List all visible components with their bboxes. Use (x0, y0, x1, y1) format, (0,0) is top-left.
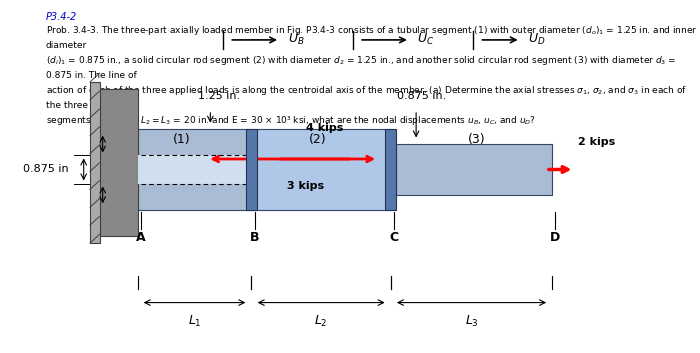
FancyBboxPatch shape (391, 144, 552, 195)
Text: (3): (3) (468, 133, 485, 146)
Text: 0.875 in.: 0.875 in. (397, 91, 447, 101)
FancyBboxPatch shape (251, 129, 391, 210)
Text: 4 kips: 4 kips (306, 123, 343, 133)
FancyBboxPatch shape (90, 82, 99, 243)
FancyBboxPatch shape (385, 129, 396, 210)
Text: $L_1$: $L_1$ (188, 314, 202, 329)
Text: D: D (550, 231, 561, 244)
Text: $L_2$: $L_2$ (314, 314, 328, 329)
Text: 1.25 in.: 1.25 in. (197, 91, 240, 101)
Text: 3 kips: 3 kips (287, 181, 324, 191)
FancyBboxPatch shape (99, 89, 137, 236)
Text: $U_D$: $U_D$ (528, 32, 546, 47)
Text: (2): (2) (309, 133, 327, 146)
Text: C: C (389, 231, 398, 244)
Text: P3.4-2: P3.4-2 (46, 12, 77, 22)
Text: B: B (250, 231, 260, 244)
FancyBboxPatch shape (246, 129, 257, 210)
FancyBboxPatch shape (137, 155, 251, 184)
Text: A: A (136, 231, 146, 244)
Text: (1): (1) (173, 133, 190, 146)
Text: Prob. 3.4-3. The three-part axially loaded member in Fig. P3.4-3 consists of a t: Prob. 3.4-3. The three-part axially load… (46, 24, 697, 127)
Text: $U_C$: $U_C$ (417, 32, 435, 47)
Text: $U_B$: $U_B$ (288, 32, 304, 47)
Text: 2 kips: 2 kips (578, 137, 615, 147)
Text: $L_3$: $L_3$ (465, 314, 478, 329)
Text: 0.875 in: 0.875 in (23, 164, 69, 174)
FancyBboxPatch shape (137, 129, 251, 210)
